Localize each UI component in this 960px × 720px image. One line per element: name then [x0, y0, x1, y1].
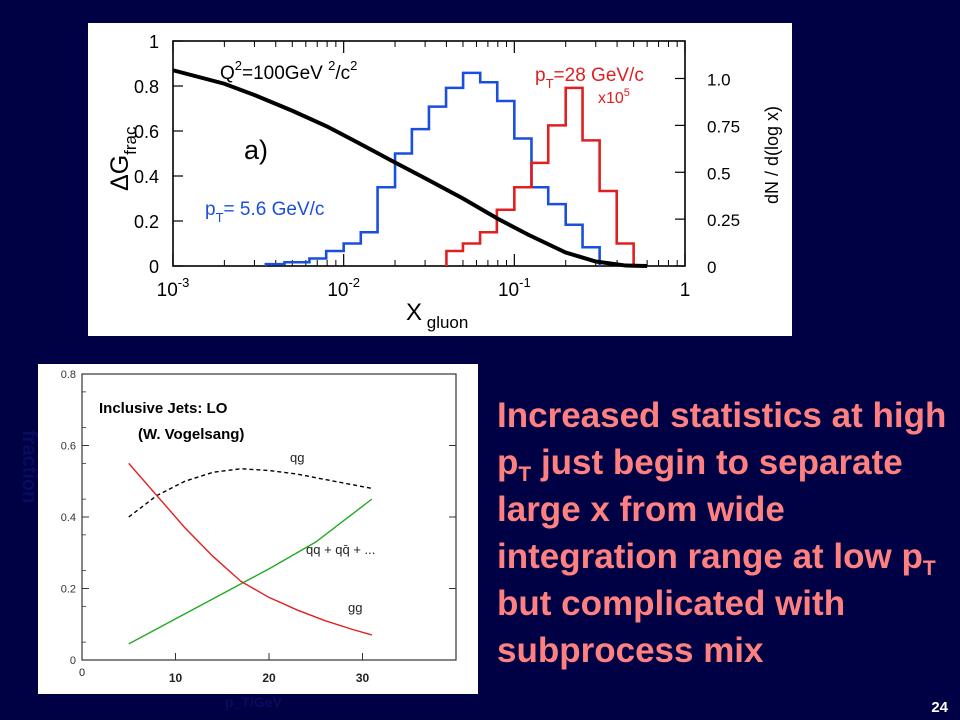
x-tick-label: 10-1: [498, 275, 531, 301]
blue-label-rest: = 5.6 GeV/c: [224, 199, 325, 220]
fraction-axis-label-shadow: fraction: [18, 430, 40, 504]
series-line-qq: [128, 498, 373, 645]
x-tick-label: 10-2: [327, 275, 360, 301]
y-right-tick-label: 0: [707, 258, 716, 277]
y-right-tick-label: 0.5: [707, 164, 731, 183]
red-scale-exp: 5: [624, 87, 630, 99]
y-left-tick-label: 1: [149, 32, 159, 52]
red-histogram-label: pT=28 GeV/c: [535, 65, 644, 91]
pt-axis-label-shadow: p_T/GeV: [225, 694, 282, 710]
x-tick-label: 1: [680, 280, 691, 301]
series-label-gg: gg: [348, 600, 362, 615]
blue-histogram-label: pT= 5.6 GeV/c: [205, 199, 324, 225]
red-label-sub: T: [546, 76, 554, 91]
x-tick-base: 10: [498, 280, 519, 301]
red-label-rest: =28 GeV/c: [554, 65, 644, 86]
blue-label-p: p: [205, 199, 216, 220]
x-tick-label-b: 10: [169, 671, 183, 685]
y-tick-label-b: 0: [70, 655, 76, 667]
plot-frame: [172, 40, 686, 267]
red-histogram-scale: x105: [598, 87, 630, 107]
body-text-part-2: just begin to separate large x from wide…: [497, 443, 923, 576]
series-line-gg: [128, 462, 373, 636]
y-tick-label-b: 0.8: [61, 369, 76, 381]
x-axis-label-main: X: [406, 299, 422, 326]
y-left-tick-label: 0: [149, 257, 159, 277]
red-label-p: p: [535, 65, 546, 86]
blue-label-sub: T: [216, 210, 224, 225]
page-number: 24: [931, 699, 948, 716]
histogram-red-pt-28: [445, 86, 635, 266]
subprocess-fraction-chart-panel: 0 0.2 0.4 0.6 0.8 0 10 20 30 Inclusive Jets: LO (W…: [38, 364, 478, 694]
x-tick-exponent: -2: [348, 275, 360, 290]
y-left-tick-label: 0.8: [134, 77, 159, 97]
y-right-tick-label: 1.0: [707, 71, 731, 90]
delta-g-chart-panel: 10-3 10-2 10-1 1 0 0.2 0.4 0.6 0.8 1 0 0.25 0.5 0.75 1…: [88, 23, 792, 336]
x-axis-label: X gluon: [406, 299, 468, 332]
y-left-axis-label-sub: frac: [121, 126, 140, 155]
histogram-blue-pt-5.6: [264, 71, 601, 266]
y-tick-label-b: 0.2: [61, 584, 76, 596]
x-tick-base: 10: [157, 280, 178, 301]
y-left-axis-label-main: ΔG: [106, 155, 134, 191]
q2-exp1: 2: [235, 58, 242, 73]
y-left-tick-label: 0.6: [134, 122, 159, 142]
x-tick-base: 10: [327, 280, 348, 301]
x-tick-label-b: 20: [262, 671, 276, 685]
y-right-axis-label: dN / d(log x): [762, 106, 782, 204]
body-text-sub-t-2: T: [922, 557, 936, 580]
chart-b-subtitle: (W. Vogelsang): [138, 426, 244, 443]
x-tick-exponent: -3: [178, 275, 190, 290]
y-left-axis-label: ΔGfrac: [106, 126, 140, 191]
panel-label-a: a): [244, 135, 268, 165]
delta-g-chart: 10-3 10-2 10-1 100.20.40.60.8100.250.50.751…: [106, 32, 782, 332]
body-text-part-3: but complicated with subprocess mix: [497, 584, 846, 670]
y-right-tick-label: 0.25: [707, 211, 740, 230]
body-text-sub-t-1: T: [518, 463, 532, 486]
x-tick-label: 10-3: [157, 275, 190, 301]
q2-exp2: 2: [328, 58, 335, 73]
chart-b-title: Inclusive Jets: LO: [99, 400, 228, 417]
q2-exp3: 2: [350, 58, 357, 73]
series-label-qg: qg: [290, 450, 304, 465]
y-tick-label-b: 0.4: [61, 512, 76, 524]
y-right-tick-label: 0.75: [707, 117, 740, 136]
q2-mid: =100GeV: [242, 63, 328, 84]
slide-body-text: Increased statistics at high pT just beg…: [497, 392, 947, 674]
y-tick-label-b: 0.6: [61, 441, 76, 453]
x-axis-label-sub: gluon: [422, 313, 468, 332]
x-tick-label-b: 30: [356, 671, 370, 685]
series-label-qq: qq + qq̄ + ...: [306, 542, 375, 557]
x-tick-label-b: 0: [79, 667, 85, 679]
x-tick-base: 1: [680, 280, 691, 301]
y-left-tick-label: 0.4: [134, 167, 159, 187]
q2-q: Q: [220, 63, 235, 84]
series-line-qg: [128, 468, 372, 518]
y-left-tick-label: 0.2: [134, 212, 159, 232]
subprocess-fraction-chart: 0 0.2 0.4 0.6 0.8 0 10 20 30 Inclusive Jets: LO (W…: [61, 369, 457, 685]
q2-annotation: Q2=100GeV 2/c2: [220, 58, 357, 84]
delta-g-curve: [172, 68, 648, 268]
q2-end: /c: [335, 63, 350, 84]
body-text-part-1: Increased statistics at high p: [497, 396, 947, 482]
red-scale-base: x10: [598, 90, 624, 107]
x-tick-exponent: -1: [519, 275, 531, 290]
